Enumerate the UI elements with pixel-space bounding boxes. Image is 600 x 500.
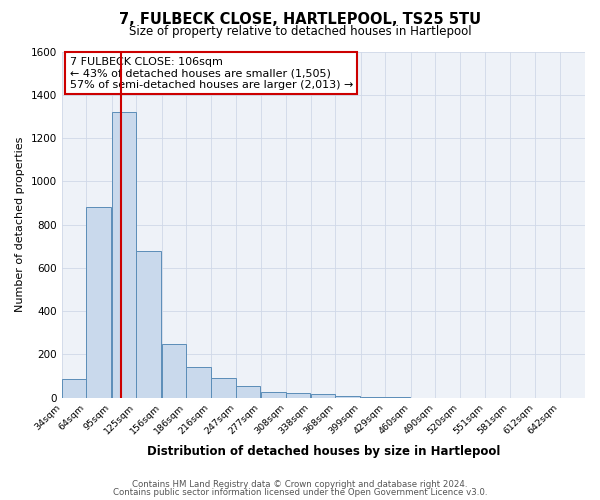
Bar [112,112,136,398]
Y-axis label: Number of detached properties: Number of detached properties [15,137,25,312]
Bar [361,396,385,398]
Bar [86,208,112,398]
X-axis label: Distribution of detached houses by size in Hartlepool: Distribution of detached houses by size … [146,444,500,458]
Bar [261,392,286,398]
Bar [335,396,361,398]
Text: Contains HM Land Registry data © Crown copyright and database right 2024.: Contains HM Land Registry data © Crown c… [132,480,468,489]
Bar [62,380,86,398]
Bar [136,250,161,398]
Text: 7 FULBECK CLOSE: 106sqm
← 43% of detached houses are smaller (1,505)
57% of semi: 7 FULBECK CLOSE: 106sqm ← 43% of detache… [70,56,353,90]
Bar [211,378,236,398]
Text: Size of property relative to detached houses in Hartlepool: Size of property relative to detached ho… [128,25,472,38]
Bar [187,368,211,398]
Text: Contains public sector information licensed under the Open Government Licence v3: Contains public sector information licen… [113,488,487,497]
Bar [162,344,186,398]
Bar [286,394,310,398]
Text: 7, FULBECK CLOSE, HARTLEPOOL, TS25 5TU: 7, FULBECK CLOSE, HARTLEPOOL, TS25 5TU [119,12,481,28]
Bar [236,386,260,398]
Bar [311,394,335,398]
